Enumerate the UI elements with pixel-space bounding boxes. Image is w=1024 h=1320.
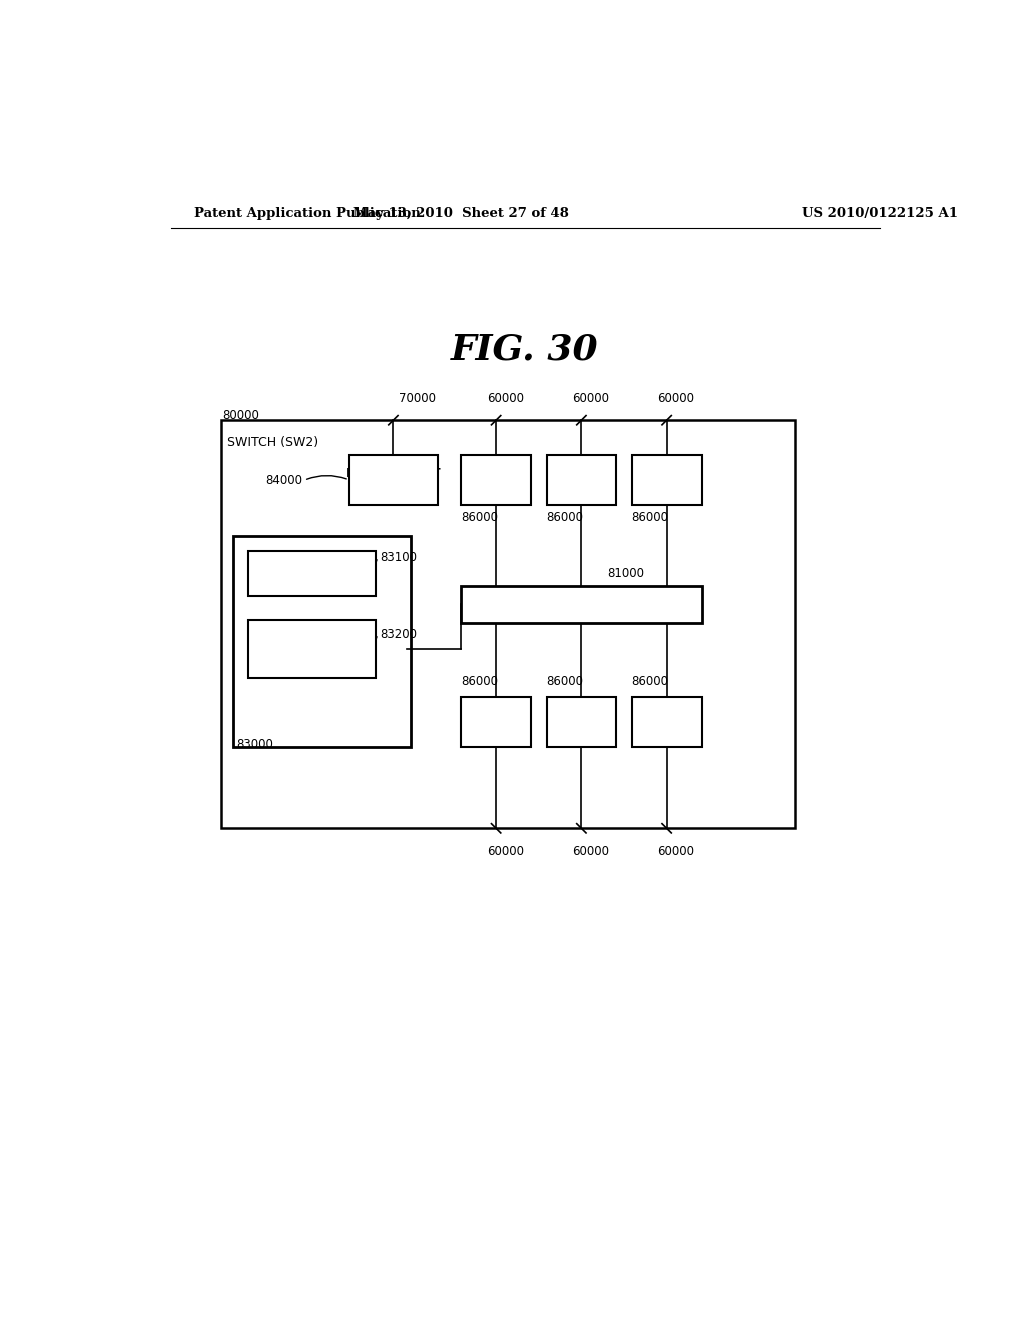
Text: 60000: 60000 xyxy=(486,845,524,858)
Text: MANAGEMENT: MANAGEMENT xyxy=(346,467,441,480)
Text: DATA I/F: DATA I/F xyxy=(470,469,522,479)
Text: Patent Application Publication: Patent Application Publication xyxy=(194,207,421,220)
Text: 83100: 83100 xyxy=(380,550,417,564)
Bar xyxy=(461,455,531,506)
Bar xyxy=(221,420,795,829)
Text: 86000: 86000 xyxy=(461,511,499,524)
Text: DATA I/F: DATA I/F xyxy=(641,711,692,721)
Text: DATA I/F: DATA I/F xyxy=(555,469,607,479)
Text: (s3): (s3) xyxy=(656,482,677,492)
Text: 60000: 60000 xyxy=(486,392,524,405)
Text: 83200: 83200 xyxy=(380,628,417,640)
Text: DATA I/F: DATA I/F xyxy=(641,469,692,479)
Text: 60000: 60000 xyxy=(657,392,694,405)
Text: FIG. 30: FIG. 30 xyxy=(451,333,599,367)
Text: 81000: 81000 xyxy=(607,568,644,581)
Text: 60000: 60000 xyxy=(572,392,609,405)
Bar xyxy=(632,455,701,506)
Text: I/F: I/F xyxy=(385,479,401,492)
Bar xyxy=(547,697,616,747)
Text: May 13, 2010  Sheet 27 of 48: May 13, 2010 Sheet 27 of 48 xyxy=(353,207,569,220)
Text: 86000: 86000 xyxy=(632,675,669,688)
Text: DATA I/F: DATA I/F xyxy=(555,711,607,721)
Text: 86000: 86000 xyxy=(547,511,584,524)
Text: 86000: 86000 xyxy=(547,675,584,688)
Text: CONTROLLER: CONTROLLER xyxy=(529,597,634,611)
Text: SWITCH (SW2): SWITCH (SW2) xyxy=(227,436,318,449)
Bar xyxy=(232,536,411,747)
Bar xyxy=(461,586,701,623)
Text: 60000: 60000 xyxy=(657,845,694,858)
Bar xyxy=(461,697,531,747)
Text: US 2010/0122125 A1: US 2010/0122125 A1 xyxy=(802,207,958,220)
Text: (s6): (s6) xyxy=(656,725,677,734)
Bar xyxy=(248,620,376,678)
Text: 86000: 86000 xyxy=(461,675,499,688)
Text: (s2): (s2) xyxy=(570,482,592,492)
Bar xyxy=(349,455,438,506)
Text: AGENT: AGENT xyxy=(290,573,335,586)
Text: 86000: 86000 xyxy=(632,511,669,524)
Text: MANAGEMENT: MANAGEMENT xyxy=(270,644,354,655)
Text: DATA I/F: DATA I/F xyxy=(470,711,522,721)
Bar xyxy=(547,455,616,506)
Text: (s1): (s1) xyxy=(485,482,507,492)
Text: 70000: 70000 xyxy=(399,392,436,405)
Text: TABLE: TABLE xyxy=(294,656,330,667)
Text: 60000: 60000 xyxy=(572,845,609,858)
Text: 80000: 80000 xyxy=(222,409,259,422)
Text: (s5): (s5) xyxy=(570,725,592,734)
Bar xyxy=(632,697,701,747)
Text: 84000: 84000 xyxy=(265,474,302,487)
Text: (s4): (s4) xyxy=(485,725,507,734)
Text: FC-CONNECTION: FC-CONNECTION xyxy=(264,632,360,642)
Bar xyxy=(248,552,376,595)
Text: 83000: 83000 xyxy=(237,738,273,751)
Text: MANAGEMENT: MANAGEMENT xyxy=(264,561,359,574)
